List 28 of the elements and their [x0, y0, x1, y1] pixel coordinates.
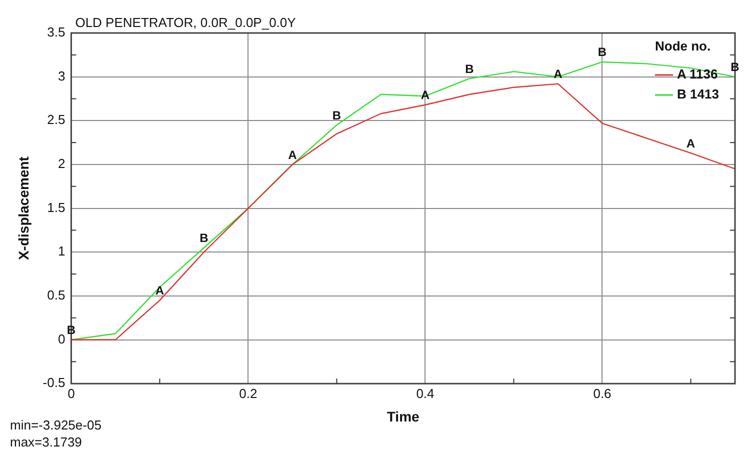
chart-title: OLD PENETRATOR, 0.0R_0.0P_0.0Y	[75, 15, 296, 30]
y-tick-label: 1.5	[47, 200, 66, 215]
annotation: B	[598, 45, 607, 60]
x-tick-label: 0	[68, 386, 75, 401]
text: min=-3.925e-05	[10, 418, 102, 433]
annotation: B	[465, 62, 474, 76]
y-tick-label: 2.5	[47, 112, 66, 128]
legend-label: B 1413	[677, 86, 719, 102]
y-tick-label: 2	[58, 156, 66, 172]
y-tick-label: 1	[58, 244, 66, 259]
annotation: A	[155, 284, 164, 298]
x-tick-label: 0.2	[239, 386, 258, 401]
x-tick-label: 0.6	[593, 386, 612, 401]
y-tick-label: 3.5	[47, 24, 66, 40]
y-tick-label: 0	[58, 331, 66, 346]
y-tick-label: 0.5	[47, 288, 66, 303]
text: max=3.1739	[10, 434, 82, 450]
y-axis-title: X-displacement	[15, 156, 32, 260]
annotation: B	[200, 231, 209, 246]
legend-label: A 1136	[677, 66, 718, 82]
x-axis-title: Time	[386, 408, 420, 424]
annotation: A	[288, 148, 298, 162]
x-tick-label: 0.4	[416, 386, 434, 401]
y-tick-label: 3	[58, 68, 66, 84]
annotation: B	[332, 108, 342, 122]
y-tick-label: -0.5	[42, 375, 66, 390]
legend-title: Node no.	[655, 38, 711, 54]
annotation: A	[686, 136, 696, 150]
